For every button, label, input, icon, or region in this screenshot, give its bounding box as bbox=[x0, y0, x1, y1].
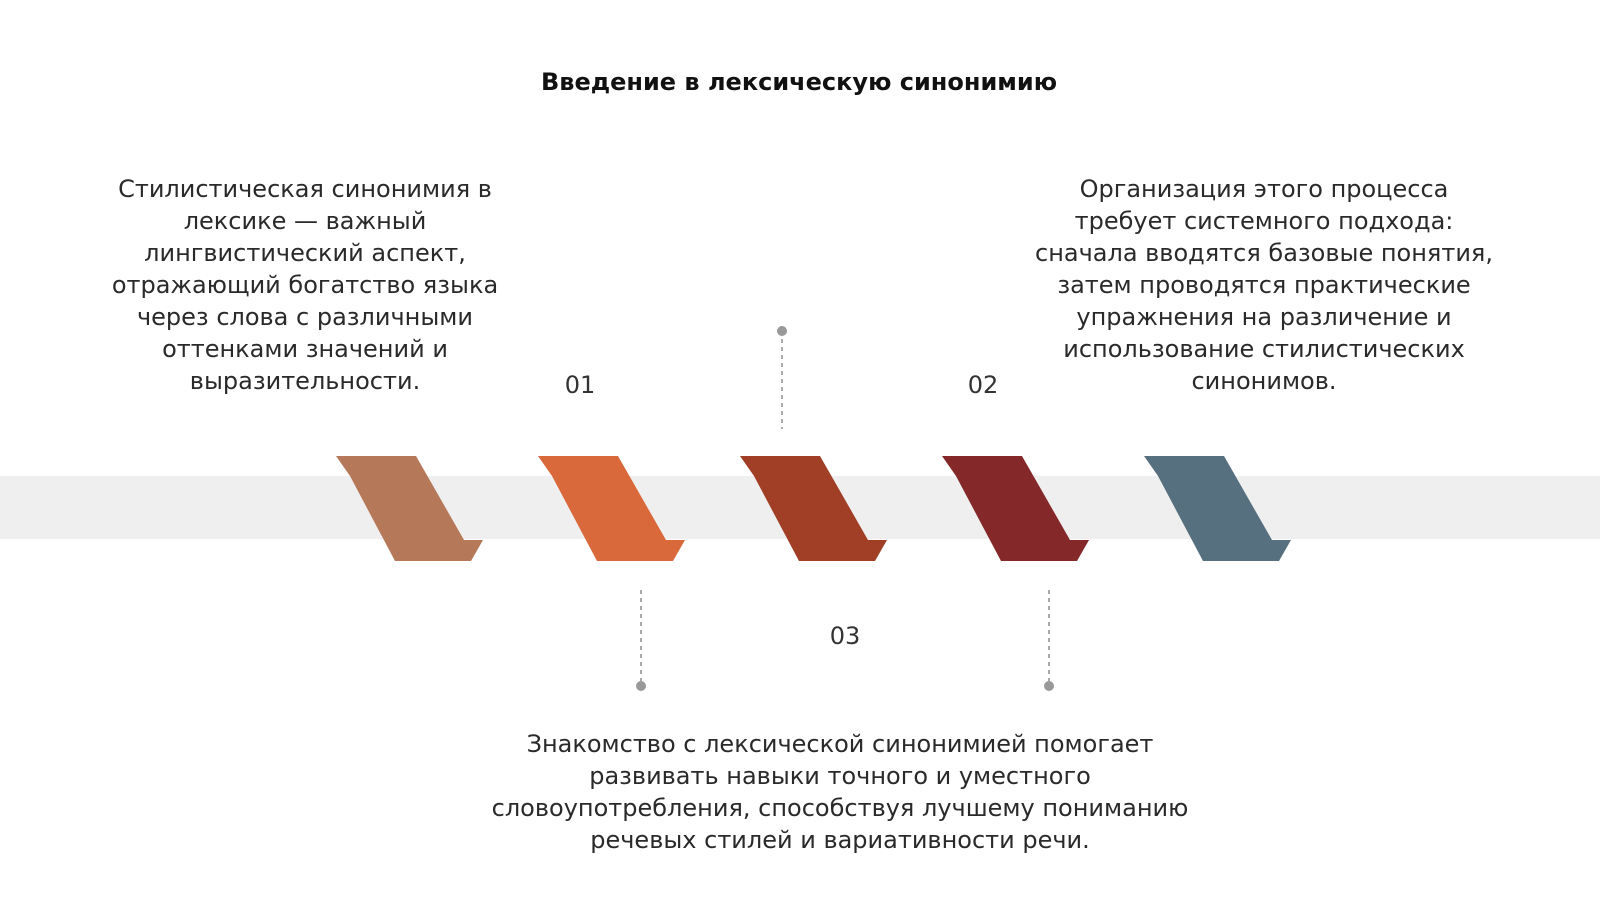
step-text-line: лингвистический аспект, bbox=[144, 239, 466, 267]
step-text-line: через слова с различными bbox=[137, 303, 473, 331]
connectors bbox=[640, 331, 1050, 686]
chevron bbox=[942, 456, 1089, 561]
chevron bbox=[1144, 456, 1291, 561]
chevron bbox=[538, 456, 685, 561]
step-number: 02 bbox=[968, 371, 999, 399]
step-text-line: лексике — важный bbox=[184, 207, 427, 235]
step-text-line: сначала вводятся базовые понятия, bbox=[1035, 239, 1493, 267]
connector-dot bbox=[636, 681, 646, 691]
step-text-line: Стилистическая синонимия в bbox=[118, 175, 492, 203]
chevron bbox=[740, 456, 887, 561]
step-text-line: развивать навыки точного и уместного bbox=[589, 762, 1091, 790]
step-number: 03 bbox=[830, 622, 861, 650]
step-text-line: синонимов. bbox=[1191, 367, 1336, 395]
step-number: 01 bbox=[565, 371, 596, 399]
chevron bbox=[336, 456, 483, 561]
step-text-line: упражнения на различение и bbox=[1076, 303, 1451, 331]
step-text-line: Знакомство с лексической синонимией помо… bbox=[527, 730, 1154, 758]
step-text-line: оттенками значений и bbox=[162, 335, 448, 363]
step-text-line: выразительности. bbox=[190, 367, 420, 395]
step-text-line: словоупотребления, способствуя лучшему п… bbox=[492, 794, 1189, 822]
step-text-line: Организация этого процесса bbox=[1080, 175, 1449, 203]
step-text-line: затем проводятся практические bbox=[1057, 271, 1470, 299]
connector-dot bbox=[1044, 681, 1054, 691]
step-text-line: использование стилистических bbox=[1063, 335, 1465, 363]
step-text-line: отражающий богатство языка bbox=[112, 271, 498, 299]
connector-dot bbox=[777, 326, 787, 336]
chevrons bbox=[336, 456, 1291, 561]
slide-title: Введение в лексическую синонимию bbox=[541, 68, 1057, 96]
step-text-line: речевых стилей и вариативности речи. bbox=[590, 826, 1090, 854]
step-text-line: требует системного подхода: bbox=[1075, 207, 1454, 235]
